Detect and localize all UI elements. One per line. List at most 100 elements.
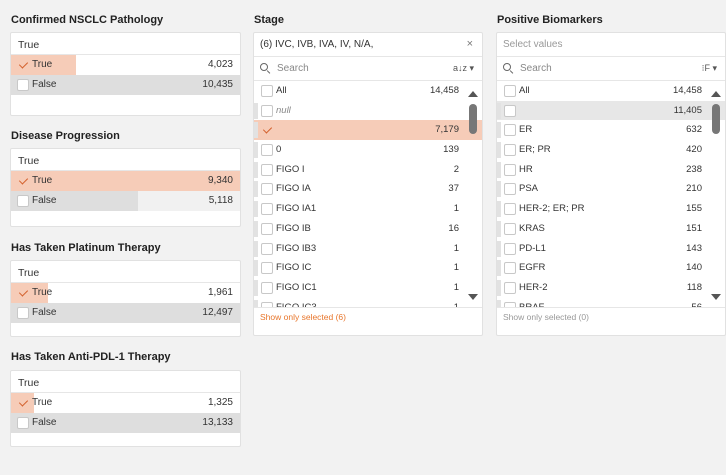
checkbox[interactable] bbox=[17, 417, 29, 429]
checkbox[interactable] bbox=[261, 104, 273, 117]
checkbox[interactable] bbox=[261, 222, 273, 235]
item-count: 139 bbox=[443, 144, 459, 156]
checkbox[interactable] bbox=[504, 124, 516, 137]
list-item[interactable]: 7,179 bbox=[254, 120, 482, 141]
checkbox[interactable] bbox=[504, 301, 516, 307]
item-count: 11,405 bbox=[673, 104, 702, 116]
list-item[interactable]: ER; PR 420 bbox=[497, 140, 725, 160]
filter-row-false[interactable]: False 12,497 bbox=[11, 303, 240, 323]
scroll-down-icon[interactable] bbox=[711, 294, 721, 300]
filter-header[interactable]: True bbox=[11, 261, 240, 283]
checkbox[interactable] bbox=[504, 104, 516, 117]
checkbox[interactable] bbox=[261, 183, 273, 196]
item-label: FIGO IA1 bbox=[276, 203, 317, 215]
item-strip bbox=[254, 220, 258, 237]
list-item[interactable]: HER-2; ER; PR 155 bbox=[497, 199, 725, 219]
value-bar bbox=[11, 171, 240, 191]
stage-selection-field[interactable]: (6) IVC, IVB, IVA, IV, N/A, × bbox=[254, 33, 482, 57]
checkbox[interactable] bbox=[261, 242, 273, 255]
list-item[interactable]: FIGO IC 1 bbox=[254, 258, 482, 278]
list-item[interactable]: FIGO IC3 1 bbox=[254, 298, 482, 307]
list-item[interactable]: 11,405 bbox=[497, 100, 725, 121]
checkbox[interactable] bbox=[17, 79, 29, 91]
list-item[interactable]: HER-2 118 bbox=[497, 278, 725, 298]
item-label: FIGO IB3 bbox=[276, 242, 317, 254]
list-item[interactable]: PD-L1 143 bbox=[497, 239, 725, 259]
list-item[interactable]: KRAS 151 bbox=[497, 219, 725, 239]
scroll-up-icon[interactable] bbox=[468, 91, 478, 97]
checkbox[interactable] bbox=[17, 307, 29, 319]
filter-row-true[interactable]: True 9,340 bbox=[11, 171, 240, 191]
list-item[interactable]: ER 632 bbox=[497, 120, 725, 140]
biomarkers-search[interactable]: Search ⁝F ▾ bbox=[497, 57, 725, 81]
filter-row-true[interactable]: True 1,961 bbox=[11, 283, 240, 303]
checkbox[interactable] bbox=[17, 59, 29, 71]
filter-header[interactable]: True bbox=[11, 371, 240, 393]
checkbox[interactable] bbox=[504, 281, 516, 294]
filter-row-true[interactable]: True 4,023 bbox=[11, 55, 240, 75]
checkbox[interactable] bbox=[504, 262, 516, 275]
item-strip bbox=[254, 260, 258, 277]
item-label: PD-L1 bbox=[519, 242, 546, 254]
filter-row-true[interactable]: True 1,325 bbox=[11, 393, 240, 413]
checkbox[interactable] bbox=[504, 163, 516, 176]
list-item[interactable]: BRAF 56 bbox=[497, 298, 725, 307]
list-item[interactable]: null bbox=[254, 101, 482, 121]
list-item[interactable]: PSA 210 bbox=[497, 179, 725, 199]
checkbox[interactable] bbox=[261, 85, 273, 97]
list-item[interactable]: HR 238 bbox=[497, 160, 725, 180]
checkbox[interactable] bbox=[261, 163, 273, 176]
scrollbar[interactable] bbox=[710, 81, 722, 307]
filter-header[interactable]: True bbox=[11, 33, 240, 55]
list-item[interactable]: FIGO I 2 bbox=[254, 160, 482, 180]
list-item[interactable]: FIGO IB 16 bbox=[254, 219, 482, 239]
checkbox[interactable] bbox=[261, 281, 273, 294]
list-item[interactable]: FIGO IC1 1 bbox=[254, 278, 482, 298]
checkbox[interactable] bbox=[17, 287, 29, 299]
sort-icon[interactable]: ⁝F ▾ bbox=[701, 63, 717, 73]
show-only-selected-link[interactable]: Show only selected (0) bbox=[497, 307, 725, 327]
filter-row-false[interactable]: False 13,133 bbox=[11, 413, 240, 433]
list-item[interactable]: FIGO IA 37 bbox=[254, 179, 482, 199]
scrollbar[interactable] bbox=[467, 81, 479, 307]
biomarkers-search-input[interactable]: Search bbox=[520, 63, 552, 74]
list-item[interactable]: All 14,458 bbox=[497, 81, 725, 101]
checkbox[interactable] bbox=[261, 124, 273, 137]
checkbox[interactable] bbox=[504, 203, 516, 216]
sort-az-icon[interactable]: a↓z ▾ bbox=[452, 63, 474, 73]
show-only-selected-link[interactable]: Show only selected (6) bbox=[254, 307, 482, 327]
stage-search[interactable]: Search a↓z ▾ bbox=[254, 57, 482, 81]
scroll-down-icon[interactable] bbox=[468, 294, 478, 300]
checkbox[interactable] bbox=[261, 203, 273, 216]
checkbox[interactable] bbox=[504, 85, 516, 97]
filter-header[interactable]: True bbox=[11, 149, 240, 171]
checkbox[interactable] bbox=[504, 242, 516, 255]
checkbox[interactable] bbox=[17, 397, 29, 409]
filter-row-false[interactable]: False 5,118 bbox=[11, 191, 240, 211]
scroll-thumb[interactable] bbox=[469, 104, 477, 134]
clear-selection-icon[interactable]: × bbox=[466, 38, 473, 50]
checkbox[interactable] bbox=[504, 183, 516, 196]
row-count: 12,497 bbox=[202, 307, 233, 318]
list-item[interactable]: All 14,458 bbox=[254, 81, 482, 101]
value-bar bbox=[11, 75, 240, 95]
checkbox[interactable] bbox=[261, 144, 273, 157]
checkbox[interactable] bbox=[504, 222, 516, 235]
biomarkers-select-field[interactable]: Select values bbox=[497, 33, 725, 57]
filter-row-false[interactable]: False 10,435 bbox=[11, 75, 240, 95]
checkbox[interactable] bbox=[261, 301, 273, 307]
stage-search-input[interactable]: Search bbox=[277, 63, 309, 74]
scroll-thumb[interactable] bbox=[712, 104, 720, 134]
stage-filter: (6) IVC, IVB, IVA, IV, N/A, × Search a↓z… bbox=[253, 32, 483, 336]
checkbox[interactable] bbox=[504, 144, 516, 157]
list-item[interactable]: EGFR 140 bbox=[497, 258, 725, 278]
item-strip bbox=[497, 122, 501, 139]
checkbox[interactable] bbox=[261, 262, 273, 275]
checkbox[interactable] bbox=[17, 195, 29, 207]
list-item[interactable]: FIGO IB3 1 bbox=[254, 239, 482, 259]
item-label: All bbox=[276, 85, 287, 96]
checkbox[interactable] bbox=[17, 175, 29, 187]
scroll-up-icon[interactable] bbox=[711, 91, 721, 97]
list-item[interactable]: FIGO IA1 1 bbox=[254, 199, 482, 219]
list-item[interactable]: 0 139 bbox=[254, 140, 482, 160]
